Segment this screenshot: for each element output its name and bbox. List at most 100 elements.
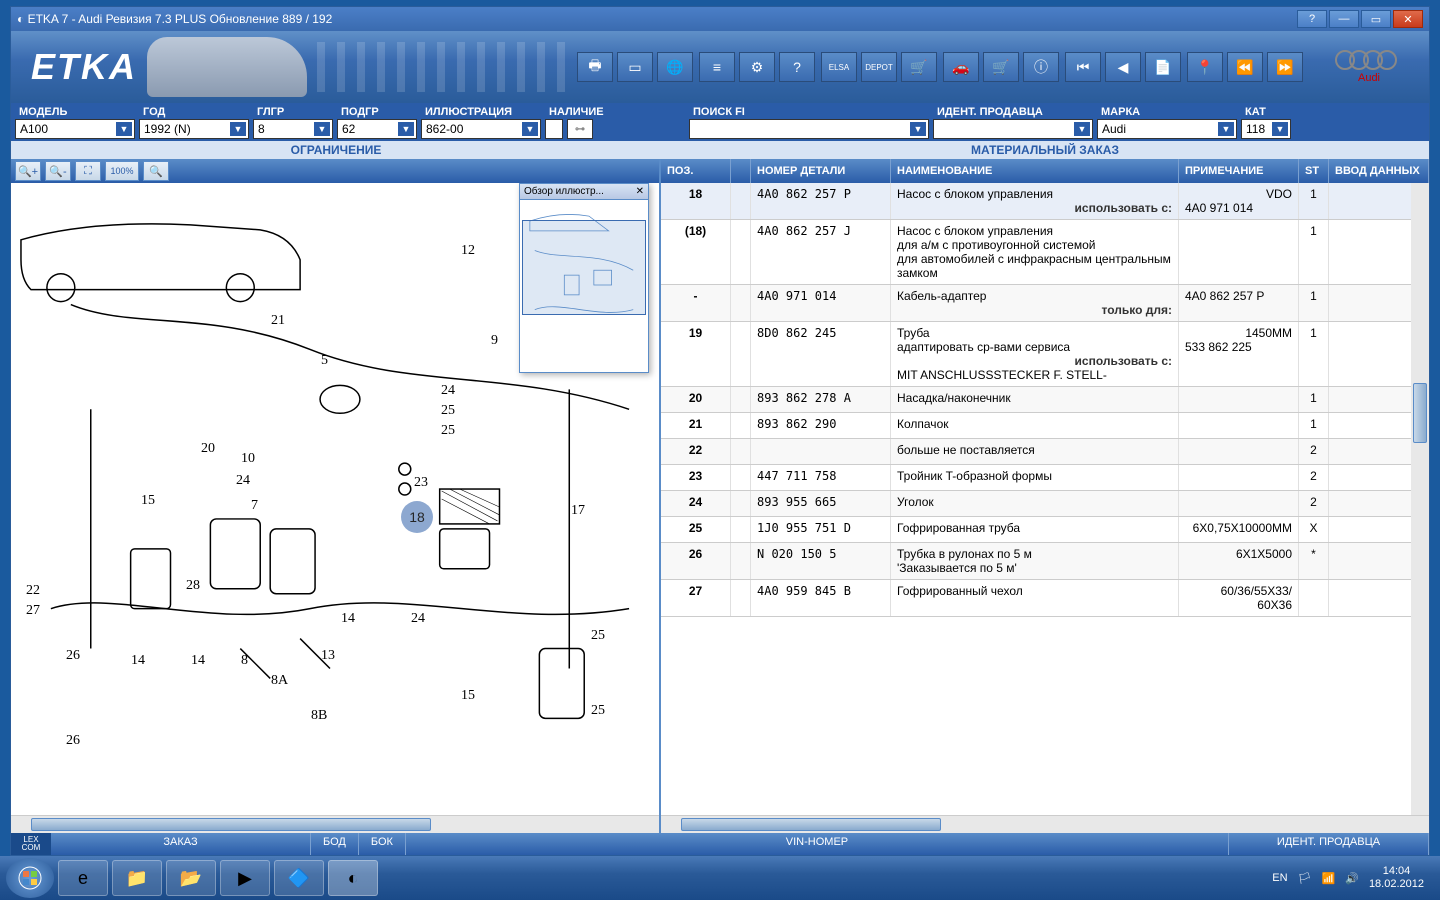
task-etka-icon[interactable]: ◐	[328, 860, 378, 896]
part-row[interactable]: 26N 020 150 5Трубка в рулонах по 5 м'Зак…	[661, 543, 1429, 580]
minimize-button[interactable]: —	[1329, 10, 1359, 28]
col-partno[interactable]: НОМЕР ДЕТАЛИ	[751, 159, 891, 183]
nav-fwd-icon[interactable]: ⏩	[1267, 52, 1303, 82]
task-ie-icon[interactable]: e	[58, 860, 108, 896]
zoom-100-icon[interactable]: 100%	[105, 161, 139, 181]
tray-flag-icon[interactable]: 🏳	[1298, 872, 1312, 885]
help-button[interactable]: ?	[1297, 10, 1327, 28]
part-row[interactable]: (18)4A0 862 257 JНасос с блоком управлен…	[661, 220, 1429, 285]
part-row[interactable]: 22больше не поставляется2	[661, 439, 1429, 465]
col-st[interactable]: ST	[1299, 159, 1329, 183]
zoom-fit-icon[interactable]: ⛶	[75, 161, 101, 181]
tray-clock[interactable]: 14:04 18.02.2012	[1369, 865, 1424, 891]
task-media-icon[interactable]: ▶	[220, 860, 270, 896]
filter-marka-select[interactable]: Audi	[1097, 119, 1237, 139]
part-row[interactable]: 21893 862 290Колпачок1	[661, 413, 1429, 439]
callout-23[interactable]: 23	[414, 475, 428, 491]
callout-25b[interactable]: 25	[441, 423, 455, 439]
filter-illus-select[interactable]: 862-00	[421, 119, 541, 139]
part-row[interactable]: -4A0 971 014Кабель-адаптертолько для:4A0…	[661, 285, 1429, 322]
callout-8a[interactable]: 8A	[271, 673, 288, 689]
toolbar-elsa-icon[interactable]: ELSA	[821, 52, 857, 82]
filter-seller-input[interactable]	[933, 119, 1093, 139]
nav-back-icon[interactable]: ⏪	[1227, 52, 1263, 82]
filter-avail-checkbox[interactable]	[545, 119, 563, 139]
callout-24[interactable]: 24	[441, 383, 455, 399]
callout-15[interactable]: 15	[141, 493, 155, 509]
filter-glgr-select[interactable]: 8	[253, 119, 333, 139]
diagram-highlight-18[interactable]: 18	[401, 501, 433, 533]
tray-network-icon[interactable]: 📶	[1322, 872, 1336, 885]
toolbar-help-icon[interactable]: ?	[779, 52, 815, 82]
callout-13[interactable]: 13	[321, 648, 335, 664]
callout-9[interactable]: 9	[491, 333, 498, 349]
toolbar-cart2-icon[interactable]: 🛒	[983, 52, 1019, 82]
filter-key-button[interactable]: ⊶	[567, 119, 593, 139]
part-row[interactable]: 20893 862 278 AНасадка/наконечник1	[661, 387, 1429, 413]
bottom-order[interactable]: ЗАКАЗ	[51, 833, 311, 855]
bottom-bod[interactable]: БОД	[311, 833, 359, 855]
toolbar-list-icon[interactable]: ≡	[699, 52, 735, 82]
parts-vscroll[interactable]	[1411, 183, 1429, 833]
callout-14[interactable]: 14	[341, 611, 355, 627]
callout-12[interactable]: 12	[461, 243, 475, 259]
callout-28[interactable]: 28	[186, 578, 200, 594]
callout-26[interactable]: 26	[66, 648, 80, 664]
diagram-hscroll[interactable]	[11, 815, 659, 833]
part-row[interactable]: 274A0 959 845 BГофрированный чехол60/36/…	[661, 580, 1429, 617]
zoom-out-icon[interactable]: 🔍-	[45, 161, 71, 181]
start-button[interactable]	[6, 858, 54, 898]
bottom-vin[interactable]: VIN-НОМЕР	[406, 833, 1229, 855]
toolbar-cart-icon[interactable]: 🛒	[901, 52, 937, 82]
callout-14b[interactable]: 14	[131, 653, 145, 669]
parts-diagram[interactable]: 18 12 9 21 5 24 25 25 20 10 24 23 15 7 1…	[11, 183, 659, 815]
tray-lang[interactable]: EN	[1272, 872, 1287, 884]
zoom-region-icon[interactable]: 🔍	[143, 161, 169, 181]
col-pos[interactable]: ПОЗ.	[661, 159, 731, 183]
bottom-bok[interactable]: БОК	[359, 833, 406, 855]
overview-close-icon[interactable]: ✕	[636, 186, 644, 197]
part-row[interactable]: 184A0 862 257 PНасос с блоком управления…	[661, 183, 1429, 220]
callout-24b[interactable]: 24	[236, 473, 250, 489]
nav-first-icon[interactable]: ⏮	[1065, 52, 1101, 82]
filter-subgr-select[interactable]: 62	[337, 119, 417, 139]
toolbar-screen-icon[interactable]: ▭	[617, 52, 653, 82]
callout-14c[interactable]: 14	[191, 653, 205, 669]
callout-8[interactable]: 8	[241, 653, 248, 669]
callout-25c[interactable]: 25	[591, 628, 605, 644]
maximize-button[interactable]: ▭	[1361, 10, 1391, 28]
callout-15b[interactable]: 15	[461, 688, 475, 704]
tray-volume-icon[interactable]: 🔊	[1345, 872, 1359, 885]
callout-5[interactable]: 5	[321, 353, 328, 369]
callout-7[interactable]: 7	[251, 498, 258, 514]
callout-22[interactable]: 22	[26, 583, 40, 599]
overview-thumbnail[interactable]	[520, 200, 648, 370]
task-folder-icon[interactable]: 📂	[166, 860, 216, 896]
task-explorer-icon[interactable]: 📁	[112, 860, 162, 896]
nav-prev-icon[interactable]: ◀	[1105, 52, 1141, 82]
col-data[interactable]: ВВОД ДАННЫХ	[1329, 159, 1429, 183]
toolbar-print-icon[interactable]: 🖶	[577, 52, 613, 82]
bottom-seller[interactable]: ИДЕНТ. ПРОДАВЦА	[1229, 833, 1429, 855]
col-name[interactable]: НАИМЕНОВАНИЕ	[891, 159, 1179, 183]
close-button[interactable]: ✕	[1393, 10, 1423, 28]
filter-year-select[interactable]: 1992 (N)	[139, 119, 249, 139]
zoom-in-icon[interactable]: 🔍+	[15, 161, 41, 181]
callout-17[interactable]: 17	[571, 503, 585, 519]
lexcom-logo[interactable]: LEX COM	[11, 833, 51, 855]
callout-10[interactable]: 10	[241, 451, 255, 467]
callout-24c[interactable]: 24	[411, 611, 425, 627]
part-row[interactable]: 24893 955 665Уголок2	[661, 491, 1429, 517]
callout-27[interactable]: 27	[26, 603, 40, 619]
task-app1-icon[interactable]: 🔷	[274, 860, 324, 896]
part-row[interactable]: 23447 711 758Тройник T-образной формы2	[661, 465, 1429, 491]
part-row[interactable]: 251J0 955 751 DГофрированная труба6X0,75…	[661, 517, 1429, 543]
toolbar-car-icon[interactable]: 🚗	[943, 52, 979, 82]
filter-model-select[interactable]: A100	[15, 119, 135, 139]
col-note[interactable]: ПРИМЕЧАНИЕ	[1179, 159, 1299, 183]
callout-20[interactable]: 20	[201, 441, 215, 457]
toolbar-gear-icon[interactable]: ⚙	[739, 52, 775, 82]
nav-doc-icon[interactable]: 📄	[1145, 52, 1181, 82]
toolbar-depot-icon[interactable]: DEPOT	[861, 52, 897, 82]
filter-searchfi-input[interactable]	[689, 119, 929, 139]
